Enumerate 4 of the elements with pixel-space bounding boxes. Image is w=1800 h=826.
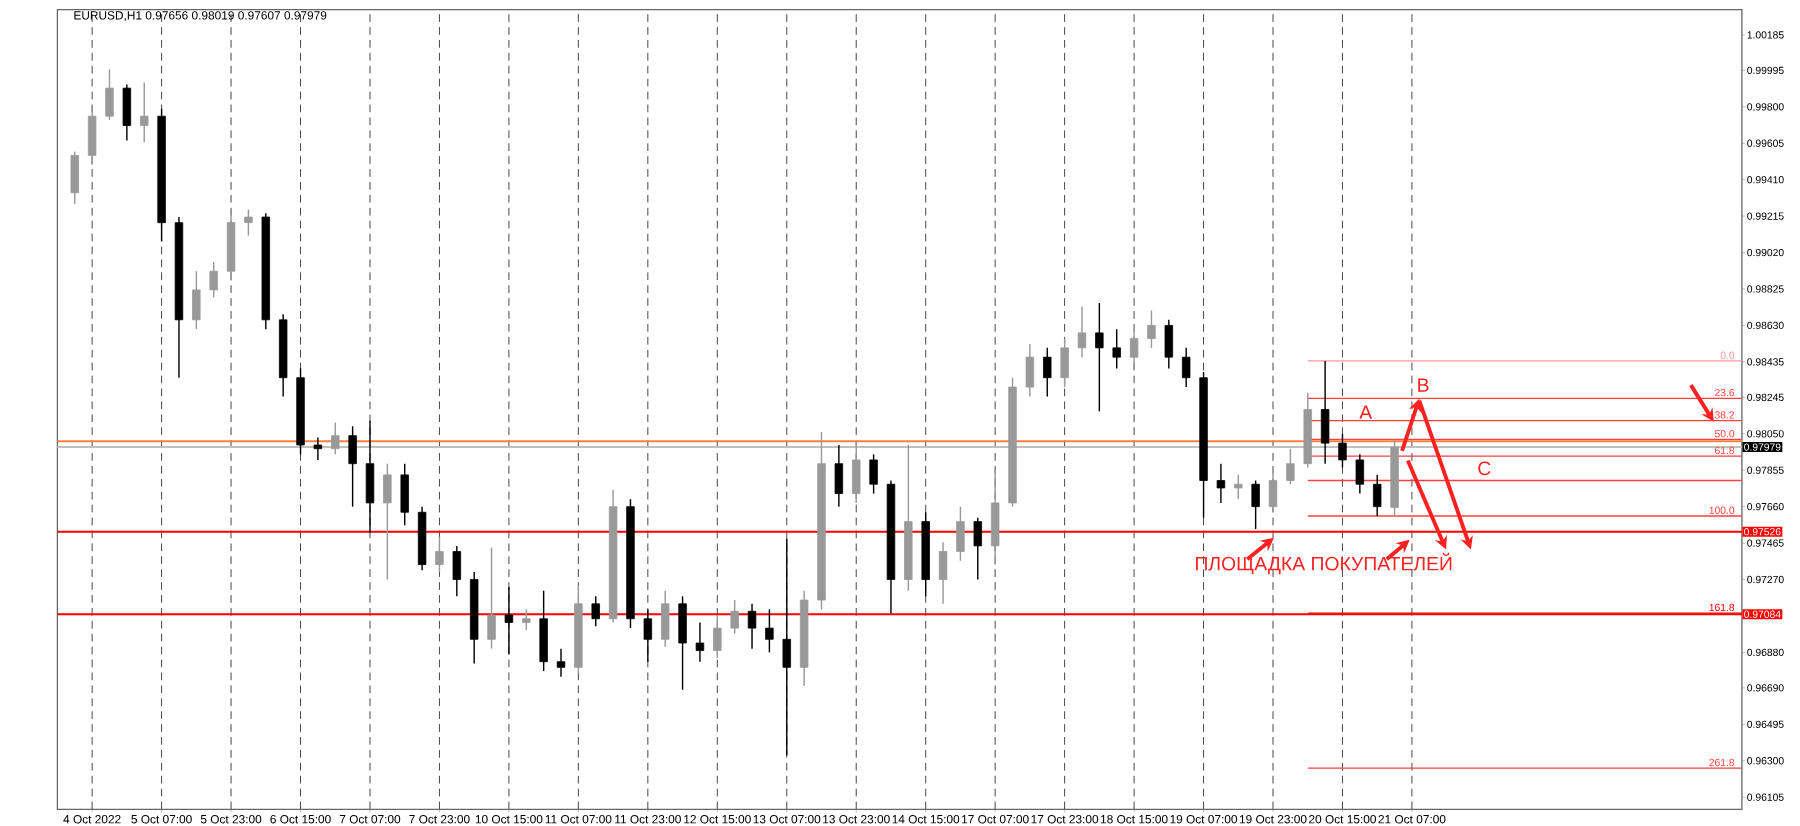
annotation: B	[1418, 378, 1429, 392]
annotation: ПЛОЩАДКА ПОКУПАТЕЛЕЙ	[1196, 552, 1452, 574]
annotation: C	[1478, 461, 1491, 475]
annotation: A	[1359, 405, 1373, 419]
